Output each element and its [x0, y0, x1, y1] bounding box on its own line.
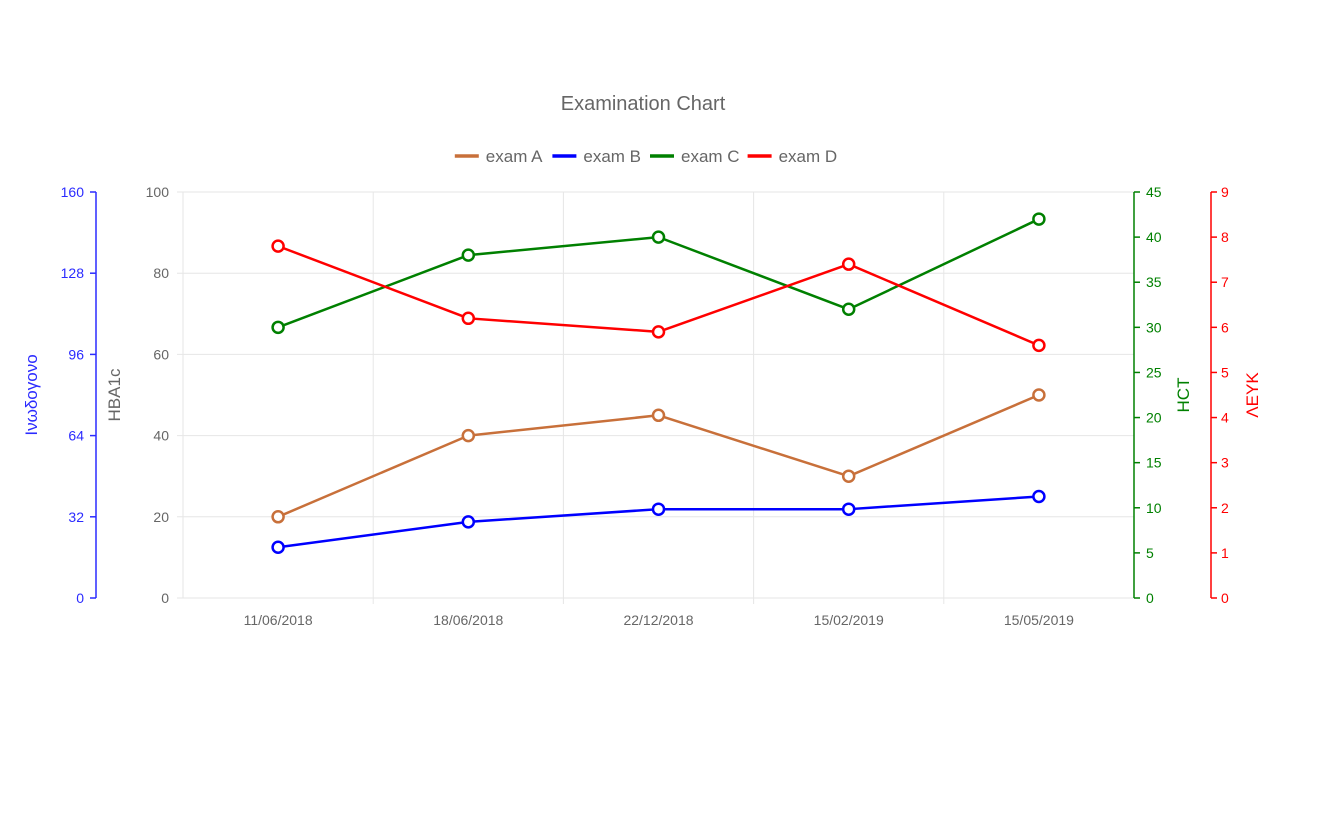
y-tick-label-leuk: 8	[1221, 229, 1229, 245]
data-point	[271, 510, 285, 524]
data-point	[1032, 212, 1046, 226]
y-tick-label-hba1c: 40	[153, 428, 169, 444]
axis-title-glucose: Ινωδογονο	[22, 354, 41, 435]
x-tick-label: 11/06/2018	[244, 612, 313, 628]
y-tick-label-leuk: 4	[1221, 410, 1229, 426]
y-tick-label-hct: 10	[1146, 500, 1162, 516]
legend-label: exam C	[681, 147, 740, 166]
y-tick-label-glucose: 32	[68, 509, 84, 525]
y-tick-label-glucose: 0	[76, 590, 84, 606]
data-point	[1032, 388, 1046, 402]
data-point	[841, 302, 856, 317]
data-point	[461, 248, 476, 262]
data-point	[651, 502, 666, 516]
data-point	[271, 320, 285, 335]
data-point	[841, 257, 856, 271]
legend-item-exam-A: exam A	[454, 147, 543, 166]
axis-hct: 0 5 10 15 20 25 30 35 40 45 HCT	[1133, 184, 1193, 606]
grid-lines	[177, 191, 1135, 604]
data-point	[651, 230, 666, 244]
axis-leuk: 0 1 2 3 4 5 6 7 8 9 ΛΕΥΚ	[1210, 184, 1262, 606]
y-tick-label-leuk: 3	[1221, 455, 1229, 471]
data-point	[461, 515, 476, 529]
y-tick-label-hct: 30	[1146, 319, 1162, 335]
axis-title-leuk: ΛΕΥΚ	[1243, 372, 1262, 418]
series-exam-D	[271, 239, 1046, 353]
axis-hba1c: 0 20 40 60 80 100 HBA1c	[105, 184, 169, 606]
data-point	[841, 502, 856, 516]
x-tick-label: 15/02/2019	[814, 612, 884, 628]
data-point	[271, 540, 285, 554]
y-tick-label-hct: 0	[1146, 590, 1154, 606]
y-tick-label-hba1c: 0	[161, 590, 169, 606]
x-tick-label: 22/12/2018	[623, 612, 693, 628]
data-point	[1032, 338, 1046, 353]
y-tick-label-leuk: 1	[1221, 545, 1229, 561]
legend: exam A exam B exam C exam D	[454, 147, 838, 166]
y-tick-label-leuk: 5	[1221, 364, 1229, 380]
y-tick-label-glucose: 160	[61, 184, 85, 200]
series-exam-C	[271, 212, 1046, 335]
data-point	[271, 239, 285, 253]
x-tick-label: 15/05/2019	[1004, 612, 1074, 628]
y-tick-label-leuk: 6	[1221, 319, 1229, 335]
y-tick-label-hct: 40	[1146, 229, 1162, 245]
y-tick-label-hba1c: 80	[153, 265, 169, 281]
chart-title: Examination Chart	[561, 93, 726, 115]
y-tick-label-leuk: 2	[1221, 500, 1229, 516]
y-tick-label-hct: 25	[1146, 364, 1162, 380]
data-point	[461, 428, 476, 443]
axis-title-hct: HCT	[1174, 378, 1193, 413]
y-tick-label-hct: 20	[1146, 410, 1162, 426]
series-layer	[271, 212, 1046, 554]
axes: 11/06/2018 18/06/2018 22/12/2018 15/02/2019…	[22, 184, 1262, 628]
y-tick-label-glucose: 128	[61, 265, 85, 281]
y-tick-label-hct: 35	[1146, 274, 1162, 290]
data-point	[651, 408, 666, 423]
axis-title-hba1c: HBA1c	[105, 368, 124, 421]
data-point	[1032, 489, 1046, 504]
data-point	[841, 469, 856, 483]
legend-item-exam-D: exam D	[747, 147, 838, 166]
y-tick-label-leuk: 0	[1221, 590, 1229, 606]
series-exam-A	[271, 388, 1046, 524]
x-tick-label: 18/06/2018	[433, 612, 503, 628]
data-point	[651, 325, 666, 339]
y-tick-label-hba1c: 100	[146, 184, 170, 200]
y-tick-label-hba1c: 20	[153, 509, 169, 525]
legend-item-exam-B: exam B	[552, 147, 641, 166]
axis-glucose: 0 32 64 96 128 160 Ινωδογονο	[22, 184, 97, 606]
y-tick-label-leuk: 7	[1221, 274, 1229, 290]
data-point	[461, 311, 476, 326]
y-tick-label-glucose: 96	[68, 346, 84, 362]
legend-label: exam B	[583, 147, 641, 166]
y-tick-label-leuk: 9	[1221, 184, 1229, 200]
legend-item-exam-C: exam C	[650, 147, 740, 166]
y-tick-label-glucose: 64	[68, 428, 84, 444]
series-exam-B	[271, 489, 1046, 554]
y-tick-label-hba1c: 60	[153, 346, 169, 362]
y-tick-label-hct: 15	[1146, 455, 1162, 471]
legend-label: exam A	[486, 147, 543, 166]
legend-label: exam D	[779, 147, 838, 166]
y-tick-label-hct: 45	[1146, 184, 1162, 200]
y-tick-label-hct: 5	[1146, 545, 1154, 561]
